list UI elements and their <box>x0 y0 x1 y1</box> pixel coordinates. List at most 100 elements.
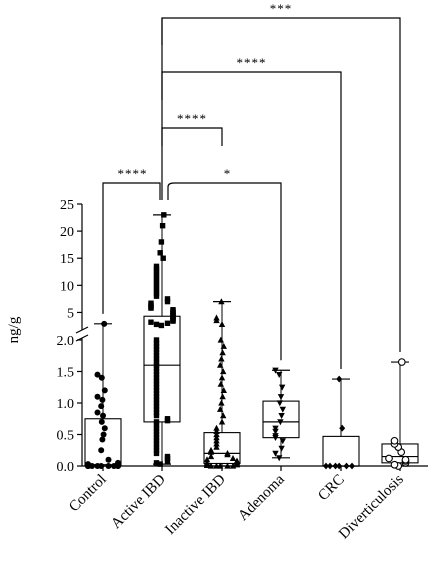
y-tick-label: 10 <box>60 279 74 294</box>
point-active-ibd <box>157 461 163 467</box>
point-control <box>101 425 108 432</box>
point-active-ibd <box>153 285 160 291</box>
point-active-ibd <box>153 384 160 390</box>
x-tick-label-control: Control <box>66 472 110 516</box>
point-active-ibd <box>153 403 160 409</box>
significance-layer: **** ************ <box>102 1 401 370</box>
y-tick-label: 15 <box>60 252 74 267</box>
point-active-ibd <box>153 390 160 397</box>
point-active-ibd <box>164 296 171 302</box>
point-control <box>100 412 106 419</box>
point-crc <box>332 462 339 470</box>
point-diverticulosis <box>401 455 410 464</box>
point-control <box>101 320 108 327</box>
y-tick-label: 1.0 <box>57 397 75 412</box>
point-active-ibd <box>164 298 171 305</box>
significance-label-crc: **** <box>237 55 267 70</box>
point-active-ibd <box>153 368 160 375</box>
x-tick-label-active-ibd: Active IBD <box>108 471 169 532</box>
point-crc <box>323 462 329 470</box>
point-inactive-ibd <box>217 361 224 368</box>
significance-bracket-inactive-ibd <box>161 127 223 146</box>
y-tick-label: 1.5 <box>57 366 75 381</box>
point-inactive-ibd <box>217 336 224 343</box>
point-inactive-ibd <box>220 342 227 349</box>
point-adenoma <box>277 419 284 426</box>
point-control <box>94 393 101 400</box>
boxes-layer <box>84 214 419 467</box>
point-active-ibd <box>164 416 171 422</box>
point-active-ibd <box>153 321 160 328</box>
point-active-ibd <box>157 250 163 256</box>
point-crc <box>336 375 343 383</box>
point-active-ibd <box>153 271 160 278</box>
point-active-ibd <box>153 394 160 400</box>
point-active-ibd <box>153 447 160 453</box>
point-control <box>98 374 105 381</box>
point-adenoma <box>272 450 279 457</box>
point-active-ibd <box>153 277 160 283</box>
point-control <box>94 409 101 416</box>
point-active-ibd <box>153 293 160 299</box>
point-inactive-ibd <box>218 418 226 425</box>
box-active-ibd <box>143 315 181 423</box>
point-active-ibd <box>153 406 160 412</box>
x-tick-label-crc: CRC <box>315 472 348 505</box>
point-active-ibd <box>153 387 160 394</box>
point-active-ibd <box>158 239 165 245</box>
point-active-ibd <box>153 425 160 431</box>
point-inactive-ibd <box>203 456 211 463</box>
point-adenoma <box>278 445 285 452</box>
box-crc <box>322 435 360 467</box>
point-control <box>94 463 101 469</box>
point-active-ibd <box>153 269 160 275</box>
point-inactive-ibd <box>217 405 224 412</box>
y-tick-label: 0.0 <box>57 460 75 475</box>
point-active-ibd <box>153 400 160 406</box>
point-active-ibd <box>153 450 160 457</box>
point-diverticulosis <box>390 460 399 469</box>
point-inactive-ibd <box>218 355 225 362</box>
point-active-ibd <box>153 441 160 447</box>
point-diverticulosis <box>385 454 393 463</box>
point-diverticulosis <box>397 358 406 366</box>
point-inactive-ibd <box>207 453 215 460</box>
point-active-ibd <box>153 274 160 280</box>
point-active-ibd <box>153 397 160 403</box>
point-active-ibd <box>153 343 160 349</box>
y-axis-title: ng/g <box>6 316 22 343</box>
point-active-ibd <box>153 359 160 365</box>
point-active-ibd <box>153 263 160 270</box>
point-inactive-ibd <box>218 298 225 305</box>
point-inactive-ibd <box>213 427 220 434</box>
point-inactive-ibd <box>213 440 220 447</box>
point-inactive-ibd <box>233 457 241 464</box>
point-control <box>98 418 105 425</box>
point-inactive-ibd <box>218 374 226 381</box>
significance-label-adenoma: * <box>224 166 232 181</box>
point-active-ibd <box>153 378 160 384</box>
significance-label-inactive-ibd: **** <box>177 111 207 126</box>
point-inactive-ibd <box>219 393 226 400</box>
y-tick-label: 0.5 <box>57 429 75 444</box>
point-adenoma <box>272 425 279 432</box>
y-tick-label: 20 <box>60 225 74 240</box>
point-active-ibd <box>153 438 160 444</box>
point-active-ibd <box>153 375 160 381</box>
x-tick-label-inactive-ibd: Inactive IBD <box>162 471 229 538</box>
point-inactive-ibd <box>219 349 226 356</box>
point-active-ibd <box>153 460 160 466</box>
point-active-ibd <box>158 322 165 329</box>
point-adenoma <box>272 433 279 440</box>
point-inactive-ibd <box>220 387 227 393</box>
point-inactive-ibd <box>218 399 225 406</box>
point-active-ibd <box>153 356 160 362</box>
point-control <box>115 459 121 466</box>
point-active-ibd <box>153 349 160 356</box>
point-crc <box>343 462 350 470</box>
point-inactive-ibd <box>220 368 227 375</box>
significance-label-diverticulosis: *** <box>270 1 293 16</box>
point-active-ibd <box>153 346 160 353</box>
point-active-ibd <box>160 255 166 261</box>
